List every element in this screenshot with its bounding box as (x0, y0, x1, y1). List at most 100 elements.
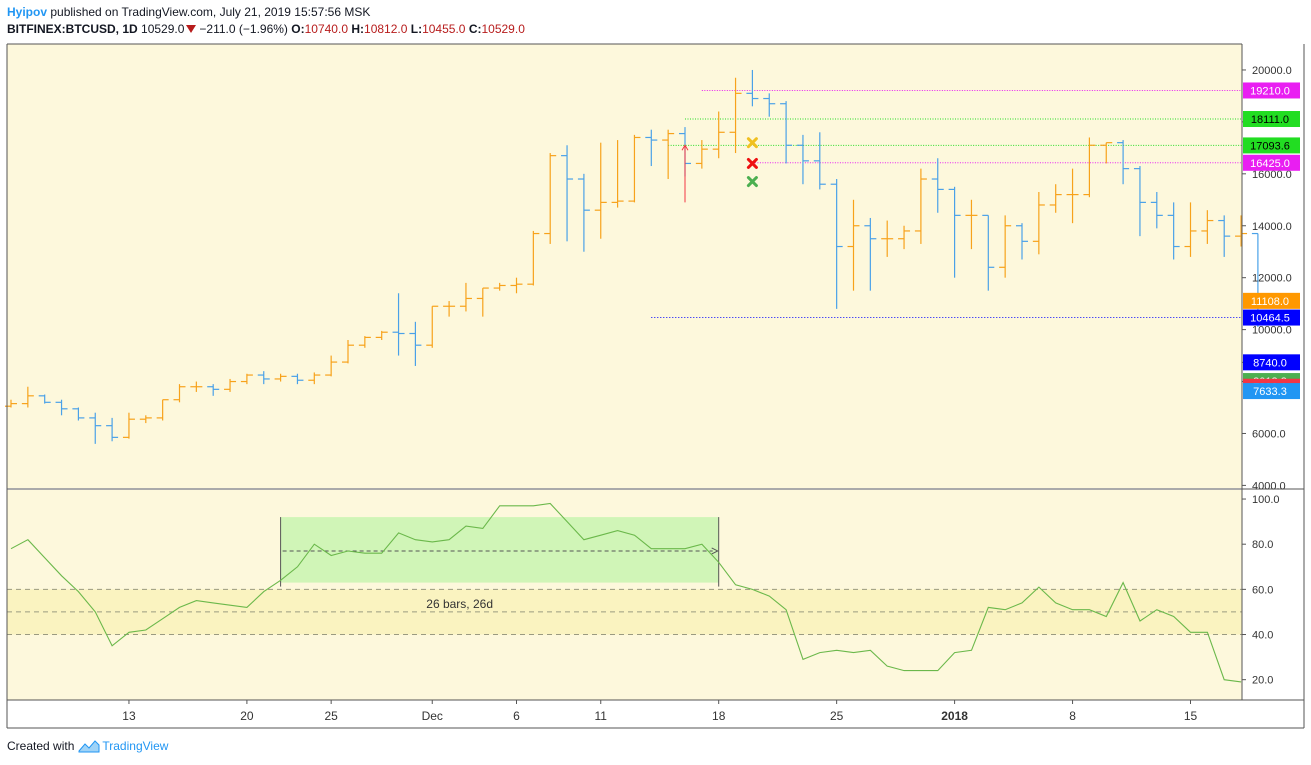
ohlc-bar (89, 412, 102, 444)
svg-text:19210.0: 19210.0 (1250, 85, 1290, 97)
price-tick-label: 4000.0 (1252, 480, 1286, 492)
symbol-label[interactable]: BITFINEX:BTCUSD, 1D (7, 22, 138, 36)
ohlc-bar (459, 282, 472, 312)
up-arrow-head-icon (681, 144, 689, 151)
ohlc-bar (1133, 166, 1146, 237)
ohlc-bar (274, 373, 287, 382)
price-line-badge: 10464.5 (1243, 309, 1300, 326)
created-with-label: Created with (7, 739, 75, 753)
svg-text:11108.0: 11108.0 (1251, 296, 1289, 308)
ohlc-bar (257, 371, 270, 385)
indicator-tick-label: 40.0 (1252, 630, 1273, 642)
measure-arrow-head (711, 547, 719, 555)
open-label: O: (291, 22, 305, 36)
ohlc-bar (207, 384, 220, 396)
ohlc-bar (342, 340, 354, 364)
ohlc-bar (1150, 192, 1163, 229)
x-marker-icon (746, 137, 758, 149)
ohlc-bar (948, 186, 961, 278)
ohlc-bar (594, 142, 607, 239)
svg-text:16425.0: 16425.0 (1250, 158, 1290, 170)
ohlc-bar (139, 415, 152, 424)
ohlc-bar (1167, 202, 1180, 260)
time-tick-label: 11 (595, 709, 608, 723)
ohlc-bar (224, 378, 237, 392)
ohlc-bar (999, 215, 1012, 278)
price-change: −211.0 (−1.96%) (199, 22, 288, 36)
time-tick-label: 25 (830, 709, 844, 723)
measure-label: 26 bars, 26d (426, 597, 493, 611)
price-tick-label: 12000.0 (1252, 273, 1292, 285)
time-tick-label: 2018 (941, 709, 968, 723)
publish-line: Hyipov published on TradingView.com, Jul… (7, 4, 525, 21)
ohlc-bar (729, 77, 742, 154)
indicator-tick-label: 100.0 (1252, 494, 1280, 506)
ohlc-bar (796, 134, 809, 185)
ohlc-bar (476, 287, 489, 317)
ohlc-bar (527, 230, 540, 286)
tradingview-brand[interactable]: TradingView (102, 739, 169, 753)
time-tick-label: 15 (1184, 709, 1198, 723)
ohlc-bar (409, 321, 422, 366)
close-value: 10529.0 (481, 22, 525, 36)
ohlc-bar (914, 168, 927, 244)
price-line-badge: 17093.6 (1243, 137, 1300, 154)
down-triangle-icon (186, 25, 197, 33)
author-name[interactable]: Hyipov (7, 5, 48, 19)
time-tick-label: 8 (1069, 709, 1076, 723)
price-pane (7, 44, 1242, 488)
ohlc-bar (1117, 140, 1130, 185)
ohlc-bar (1184, 202, 1197, 257)
ohlc-bar (38, 394, 51, 404)
ohlc-bar (510, 277, 523, 294)
ohlc-bar (21, 386, 34, 408)
ohlc-bar (1100, 142, 1113, 164)
ohlc-bar (965, 199, 978, 250)
high-label: H: (351, 22, 365, 36)
ohlc-bar (1201, 210, 1214, 244)
ohlc-bar (982, 214, 995, 291)
ohlc-bar (898, 225, 911, 250)
chart-header: Hyipov published on TradingView.com, Jul… (7, 4, 525, 38)
svg-text:10464.5: 10464.5 (1250, 313, 1290, 325)
time-tick-label: 20 (240, 709, 254, 723)
time-tick-label: Dec (422, 709, 443, 723)
ohlc-bar (106, 417, 119, 442)
ohlc-bar (156, 399, 169, 421)
high-value: 10812.0 (364, 22, 408, 36)
ohlc-bar (240, 373, 253, 385)
ohlc-bar (662, 129, 675, 180)
ohlc-bar (931, 158, 944, 213)
svg-text:18111.0: 18111.0 (1251, 114, 1289, 126)
ohlc-bar (864, 217, 877, 291)
price-tick-label: 6000.0 (1252, 428, 1286, 440)
ohlc-bar (1049, 184, 1062, 213)
indicator-band (7, 589, 1242, 635)
time-tick-label: 13 (122, 709, 136, 723)
price-badge: 7633.3 (1243, 383, 1300, 400)
ohlc-bar (443, 301, 456, 317)
price-line-badge: 16425.0 (1243, 154, 1300, 171)
ohlc-bar (1032, 192, 1045, 255)
measure-box (280, 517, 719, 583)
ohlc-bar (628, 134, 641, 203)
ohlc-bar (308, 372, 321, 385)
svg-text:17093.6: 17093.6 (1250, 140, 1290, 152)
svg-text:7633.3: 7633.3 (1253, 386, 1287, 398)
ohlc-bar (375, 330, 388, 340)
ohlc-bar (1218, 215, 1231, 257)
ohlc-bar (695, 140, 708, 169)
ohlc-bar (358, 336, 371, 348)
ohlc-bar (325, 355, 338, 377)
price-badge: 8740.0 (1243, 354, 1300, 371)
footer: Created with TradingView (7, 739, 168, 753)
price-tick-label: 16000.0 (1252, 169, 1292, 181)
ohlc-bar (392, 293, 405, 356)
ohlc-bar (712, 111, 725, 159)
ohlc-bar (847, 199, 860, 291)
ohlc-bar (190, 381, 203, 392)
price-line-badge: 18111.0 (1243, 111, 1300, 128)
ohlc-bar (426, 305, 439, 348)
last-price: 10529.0 (141, 22, 185, 36)
